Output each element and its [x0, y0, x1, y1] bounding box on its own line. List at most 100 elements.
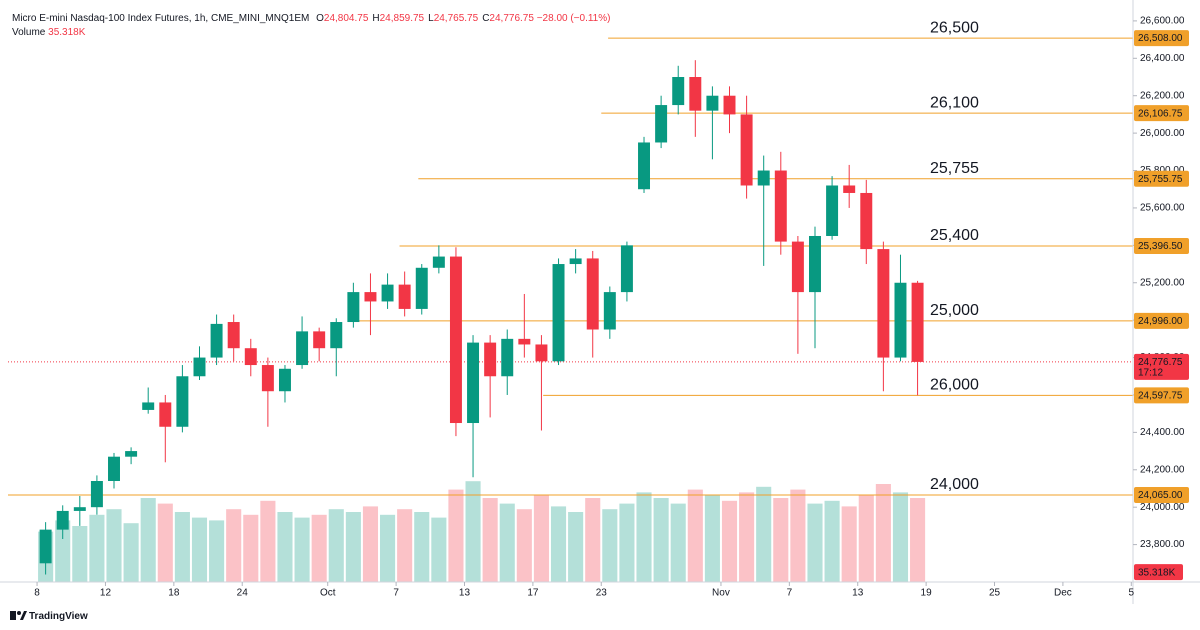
volume-bar	[499, 503, 515, 582]
volume-bar	[841, 506, 857, 582]
volume-bar	[328, 509, 344, 582]
level-tag	[1134, 237, 1189, 254]
x-tick-label: 13	[459, 588, 471, 599]
level-text: 24,000	[930, 476, 979, 493]
volume-bar	[910, 498, 926, 582]
candle-body	[193, 357, 206, 377]
volume-bar	[465, 481, 481, 582]
volume-bar	[55, 520, 71, 582]
legend-key: H	[372, 13, 380, 24]
volume-bar	[397, 509, 413, 582]
candle-body	[518, 338, 531, 345]
legend-row: Micro E-mini Nasdaq-100 Index Futures, 1…	[12, 12, 610, 26]
x-tick-label: 17	[527, 588, 539, 599]
candle-body	[569, 258, 582, 265]
candle-body	[227, 322, 240, 349]
volume-bar	[448, 489, 464, 582]
level-tag-label: 25,755.75	[1138, 174, 1183, 185]
y-tick-label: 26,600.00	[1140, 16, 1185, 27]
level-tag	[1134, 170, 1189, 187]
volume-bar	[790, 489, 806, 582]
volume-bar	[773, 498, 789, 582]
volume-bar	[533, 495, 549, 582]
volume-bar	[704, 495, 720, 582]
volume-bar	[602, 509, 618, 582]
volume-bar	[294, 517, 310, 582]
y-tick-label: 24,200.00	[1140, 464, 1185, 475]
volume-bar	[345, 512, 361, 582]
legend-key: O	[316, 13, 324, 24]
y-tick-label: 23,800.00	[1140, 539, 1185, 550]
volume-bar	[824, 500, 840, 582]
level-tag-label: 24,065.00	[1138, 490, 1183, 501]
volume-bar	[721, 500, 738, 582]
volume-bar	[739, 492, 755, 582]
level-text: 26,100	[930, 94, 979, 111]
legend-value: 24,776.75	[489, 13, 534, 24]
candle-body	[689, 77, 702, 111]
level-tag	[1134, 30, 1189, 47]
volume-bar	[619, 503, 635, 582]
volume-bar	[414, 512, 430, 582]
candle-body	[347, 292, 360, 323]
logo: TradingView	[10, 611, 88, 622]
volume-bar	[892, 492, 909, 582]
volume-bar	[431, 517, 447, 582]
candle-body	[791, 241, 804, 293]
candle-body	[757, 170, 770, 186]
candle-body	[809, 235, 821, 293]
x-tick-label: 7	[393, 588, 399, 599]
candle-body	[364, 292, 377, 302]
x-tick-label: 18	[168, 588, 180, 599]
volume-value: 35.318K	[48, 27, 86, 38]
volume-bar	[311, 514, 327, 582]
volume-tag	[1134, 564, 1183, 581]
candle-body	[672, 77, 685, 106]
candle-body	[56, 510, 69, 530]
y-tick-label: 25,600.00	[1140, 203, 1185, 214]
x-tick-label: 8	[34, 588, 40, 599]
candle-body	[244, 348, 257, 366]
ohlc: O24,804.75 H24,859.75 L24,765.75 C24,776.75	[312, 13, 534, 24]
candle-body	[877, 249, 890, 358]
candle-body	[860, 192, 873, 250]
legend-row: Volume 35.318K	[12, 26, 610, 40]
candle-body	[261, 365, 274, 392]
candle-body	[278, 368, 291, 392]
volume-bar	[106, 509, 122, 582]
volume-bar	[636, 492, 652, 582]
legend-value: 24,765.75	[433, 13, 479, 24]
candle-body	[210, 323, 223, 358]
level-text: 25,400	[930, 227, 979, 244]
x-tick-label: 19	[921, 588, 933, 599]
candle-body	[911, 282, 924, 362]
candle-body	[484, 342, 497, 377]
candle-body	[620, 245, 633, 293]
level-tag	[1134, 387, 1189, 404]
candle-body	[449, 256, 462, 424]
volume-bar	[568, 512, 584, 582]
countdown: 17:12	[1138, 368, 1163, 379]
volume-bar	[174, 512, 190, 582]
candle-body	[330, 322, 343, 349]
volume-bar	[123, 523, 139, 582]
x-tick-label: 24	[237, 588, 249, 599]
y-tick-label: 26,000.00	[1140, 128, 1185, 139]
volume-bar	[140, 498, 156, 582]
candle-body	[398, 284, 411, 309]
x-tick-label: 13	[852, 588, 864, 599]
volume-bar	[157, 503, 173, 582]
legend: Micro E-mini Nasdaq-100 Index Futures, 1…	[12, 12, 610, 40]
volume-bar	[670, 503, 686, 582]
level-tag	[1134, 312, 1189, 329]
candle-body	[313, 331, 326, 349]
volume-bar	[260, 500, 276, 582]
y-tick-label: 26,200.00	[1140, 90, 1185, 101]
candle-body	[894, 282, 907, 358]
x-tick-label: Oct	[320, 588, 336, 599]
x-tick-label: Nov	[712, 588, 730, 599]
candle-body	[159, 402, 172, 427]
volume-bar	[756, 486, 772, 582]
